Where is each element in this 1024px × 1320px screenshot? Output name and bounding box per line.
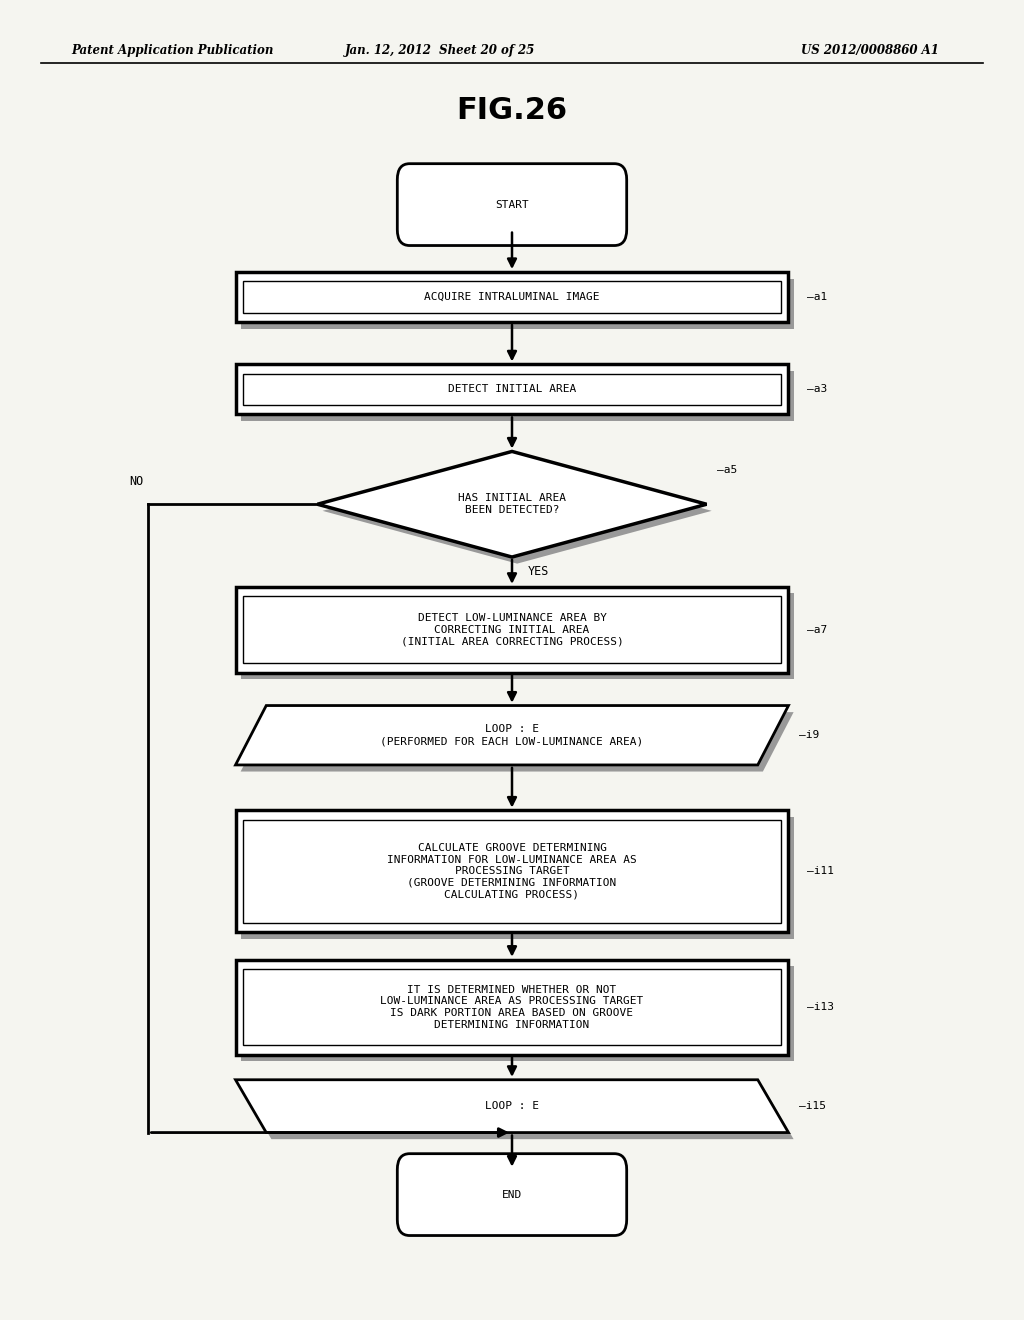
Text: US 2012/0008860 A1: US 2012/0008860 A1 xyxy=(802,44,939,57)
Bar xyxy=(236,960,788,1055)
Bar xyxy=(236,810,788,932)
Bar xyxy=(243,281,781,313)
Bar xyxy=(241,371,794,421)
Bar xyxy=(236,364,788,414)
Bar xyxy=(241,966,794,1061)
Text: FIG.26: FIG.26 xyxy=(457,96,567,125)
Text: START: START xyxy=(496,199,528,210)
Text: —a7: —a7 xyxy=(807,624,827,635)
Text: Jan. 12, 2012  Sheet 20 of 25: Jan. 12, 2012 Sheet 20 of 25 xyxy=(345,44,536,57)
Text: —a1: —a1 xyxy=(807,292,827,302)
Text: Patent Application Publication: Patent Application Publication xyxy=(72,44,274,57)
Polygon shape xyxy=(323,458,712,564)
Text: —i9: —i9 xyxy=(799,730,819,741)
Text: —i13: —i13 xyxy=(807,1002,834,1012)
Text: —a3: —a3 xyxy=(807,384,827,395)
Polygon shape xyxy=(236,1080,788,1133)
Polygon shape xyxy=(317,451,707,557)
Text: DETECT INITIAL AREA: DETECT INITIAL AREA xyxy=(447,384,577,395)
Bar xyxy=(236,272,788,322)
Bar xyxy=(243,374,781,405)
Bar xyxy=(236,586,788,672)
Polygon shape xyxy=(236,705,788,766)
Bar xyxy=(243,595,781,663)
Text: NO: NO xyxy=(129,475,143,488)
Text: —i15: —i15 xyxy=(799,1101,825,1111)
Bar xyxy=(241,594,794,678)
Text: ACQUIRE INTRALUMINAL IMAGE: ACQUIRE INTRALUMINAL IMAGE xyxy=(424,292,600,302)
Bar xyxy=(241,817,794,939)
Text: IT IS DETERMINED WHETHER OR NOT
LOW-LUMINANCE AREA AS PROCESSING TARGET
IS DARK : IT IS DETERMINED WHETHER OR NOT LOW-LUMI… xyxy=(380,985,644,1030)
Text: LOOP : E
(PERFORMED FOR EACH LOW-LUMINANCE AREA): LOOP : E (PERFORMED FOR EACH LOW-LUMINAN… xyxy=(380,725,644,746)
Text: YES: YES xyxy=(527,565,549,578)
Text: —a5: —a5 xyxy=(717,465,737,475)
Text: END: END xyxy=(502,1189,522,1200)
FancyBboxPatch shape xyxy=(397,1154,627,1236)
Text: LOOP : E: LOOP : E xyxy=(485,1101,539,1111)
Polygon shape xyxy=(241,713,794,771)
Text: CALCULATE GROOVE DETERMINING
INFORMATION FOR LOW-LUMINANCE AREA AS
PROCESSING TA: CALCULATE GROOVE DETERMINING INFORMATION… xyxy=(387,843,637,899)
Text: HAS INITIAL AREA
BEEN DETECTED?: HAS INITIAL AREA BEEN DETECTED? xyxy=(458,494,566,515)
Bar xyxy=(243,820,781,923)
FancyBboxPatch shape xyxy=(397,164,627,246)
Polygon shape xyxy=(241,1086,794,1139)
Text: —i11: —i11 xyxy=(807,866,834,876)
Bar xyxy=(241,279,794,329)
Text: DETECT LOW-LUMINANCE AREA BY
CORRECTING INITIAL AREA
(INITIAL AREA CORRECTING PR: DETECT LOW-LUMINANCE AREA BY CORRECTING … xyxy=(400,612,624,647)
Bar xyxy=(243,969,781,1045)
